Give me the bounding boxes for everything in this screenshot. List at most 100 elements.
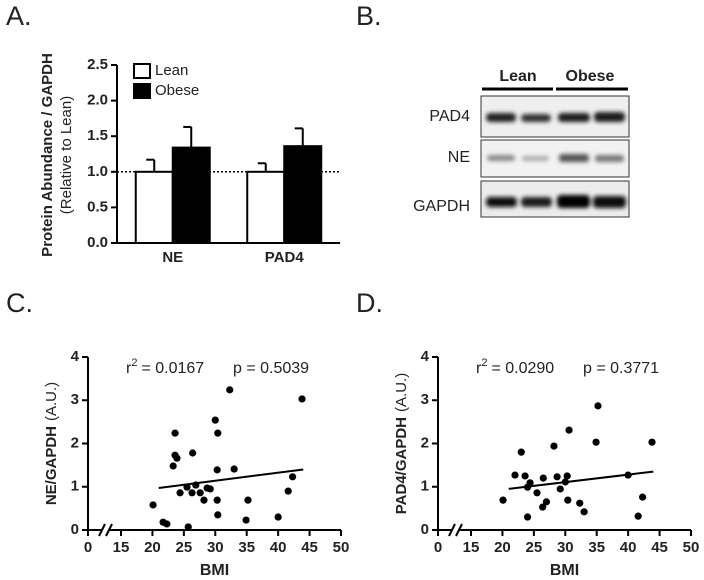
point [230, 465, 238, 473]
p-value: p = 0.5039 [233, 360, 309, 377]
x-tick-label: 20 [144, 539, 161, 556]
y-tick-label: 1.0 [87, 163, 108, 180]
r-value: = 0.0167 [141, 360, 204, 377]
band [487, 155, 515, 161]
point [211, 416, 219, 424]
band [521, 114, 551, 122]
point [592, 438, 600, 446]
point [206, 485, 214, 493]
x-tick-label: 50 [683, 539, 700, 556]
y-tick-label: 4 [71, 348, 80, 365]
bar [246, 170, 286, 244]
x-tick-label: 40 [270, 539, 287, 556]
point [149, 501, 157, 509]
y-tick-label: 0.0 [87, 234, 108, 251]
axis-break [455, 523, 463, 537]
y-axis-title-main: PAD4/GAPDH [393, 417, 410, 514]
point [226, 386, 234, 394]
point [214, 429, 222, 437]
point [188, 489, 196, 497]
row-label: GAPDH [413, 198, 470, 215]
band [558, 113, 590, 122]
r-symbol: r [126, 360, 132, 377]
point [214, 511, 222, 519]
axis-break [98, 523, 106, 537]
x-tick-label: 20 [494, 539, 511, 556]
y-tick-label: 2 [421, 434, 429, 451]
y-tick-label: 3 [71, 391, 79, 408]
point [213, 466, 221, 474]
x-tick-label: 30 [557, 539, 574, 556]
band [521, 197, 552, 207]
x-tick-label: 0 [434, 539, 442, 556]
point [517, 448, 525, 456]
point [639, 493, 647, 501]
x-axis-title: BMI [200, 562, 229, 579]
point [526, 479, 534, 487]
band [557, 195, 590, 208]
band [593, 196, 626, 208]
y-tick-label: 4 [421, 348, 430, 365]
group-label: Lean [499, 68, 536, 85]
x-tick-label: 45 [651, 539, 668, 556]
band [522, 156, 549, 161]
point [274, 513, 282, 521]
point [284, 487, 292, 495]
bar [171, 146, 211, 244]
point [563, 472, 571, 480]
x-axis-title: BMI [550, 562, 579, 579]
legend-label: Obese [155, 82, 199, 99]
x-tick-label: 25 [176, 539, 193, 556]
point [594, 402, 602, 410]
point [634, 512, 642, 520]
point [511, 471, 519, 479]
trend-line [158, 468, 304, 490]
point [499, 496, 507, 504]
y-axis-title: Protein Abundance / GAPDH [39, 53, 56, 257]
bands [486, 112, 626, 208]
x-tick-label: 35 [588, 539, 605, 556]
y-tick-label: 1 [71, 478, 79, 495]
legend-swatch [133, 63, 151, 79]
bar [134, 170, 174, 244]
point [173, 454, 181, 462]
x-tick-label: 30 [207, 539, 224, 556]
point [539, 503, 547, 511]
bar [283, 145, 323, 244]
y-tick-label: 0 [71, 521, 79, 538]
point [556, 485, 564, 493]
panel-label: C. [6, 288, 33, 318]
y-tick-label: 0 [421, 521, 429, 538]
p-value: p = 0.3771 [583, 360, 659, 377]
y-tick-label: 1 [421, 478, 429, 495]
point [542, 498, 551, 506]
point [580, 508, 588, 516]
y-tick-label: 2.0 [87, 92, 108, 109]
y-axis-title: PAD4/GAPDH (A.U.) [393, 373, 410, 514]
point [184, 523, 192, 531]
point [244, 496, 252, 504]
y-tick-label: 2 [71, 434, 79, 451]
point [565, 426, 573, 434]
x-tick-label: 25 [526, 539, 543, 556]
point [163, 520, 171, 528]
point [242, 516, 250, 524]
x-tick-label: PAD4 [265, 249, 305, 266]
x-tick-label: 15 [463, 539, 480, 556]
y-axis-title-main: NE/GAPDH [43, 426, 60, 505]
point [648, 438, 656, 446]
point [521, 472, 529, 480]
chart-panel: A. Protein Abundance / GAPDH (Relative to … [6, 1, 340, 266]
x-tick-label: 50 [333, 539, 350, 556]
r-exponent: 2 [481, 357, 487, 369]
axis-break [448, 523, 456, 537]
point [576, 499, 584, 507]
y-axis-title-unit: (A.U.) [393, 373, 410, 412]
x-tick-label: 35 [238, 539, 255, 556]
band [486, 113, 516, 122]
point [169, 462, 177, 470]
point [564, 496, 572, 504]
